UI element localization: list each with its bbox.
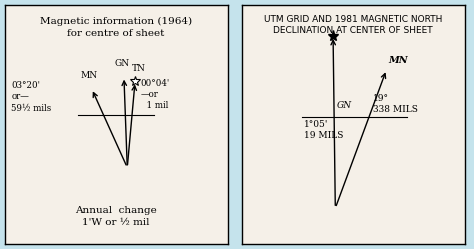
Text: MN: MN [81,71,98,80]
Text: 19°
338 MILS: 19° 338 MILS [373,94,418,114]
Text: Magnetic information (1964)
for centre of sheet: Magnetic information (1964) for centre o… [40,17,192,38]
Text: Annual  change
1'W or ½ mil: Annual change 1'W or ½ mil [75,206,157,227]
Text: MN: MN [389,56,409,65]
Text: 00°04'
—or
  1 mil: 00°04' —or 1 mil [141,79,170,110]
Text: TN: TN [131,64,146,73]
Text: GN: GN [114,59,129,68]
Text: UTM GRID AND 1981 MAGNETIC NORTH
DECLINATION AT CENTER OF SHEET: UTM GRID AND 1981 MAGNETIC NORTH DECLINA… [264,14,442,35]
Text: 03°20'
or—
59½ mils: 03°20' or— 59½ mils [11,81,52,113]
Text: GN: GN [337,101,352,110]
Text: 1°05'
19 MILS: 1°05' 19 MILS [304,120,344,140]
